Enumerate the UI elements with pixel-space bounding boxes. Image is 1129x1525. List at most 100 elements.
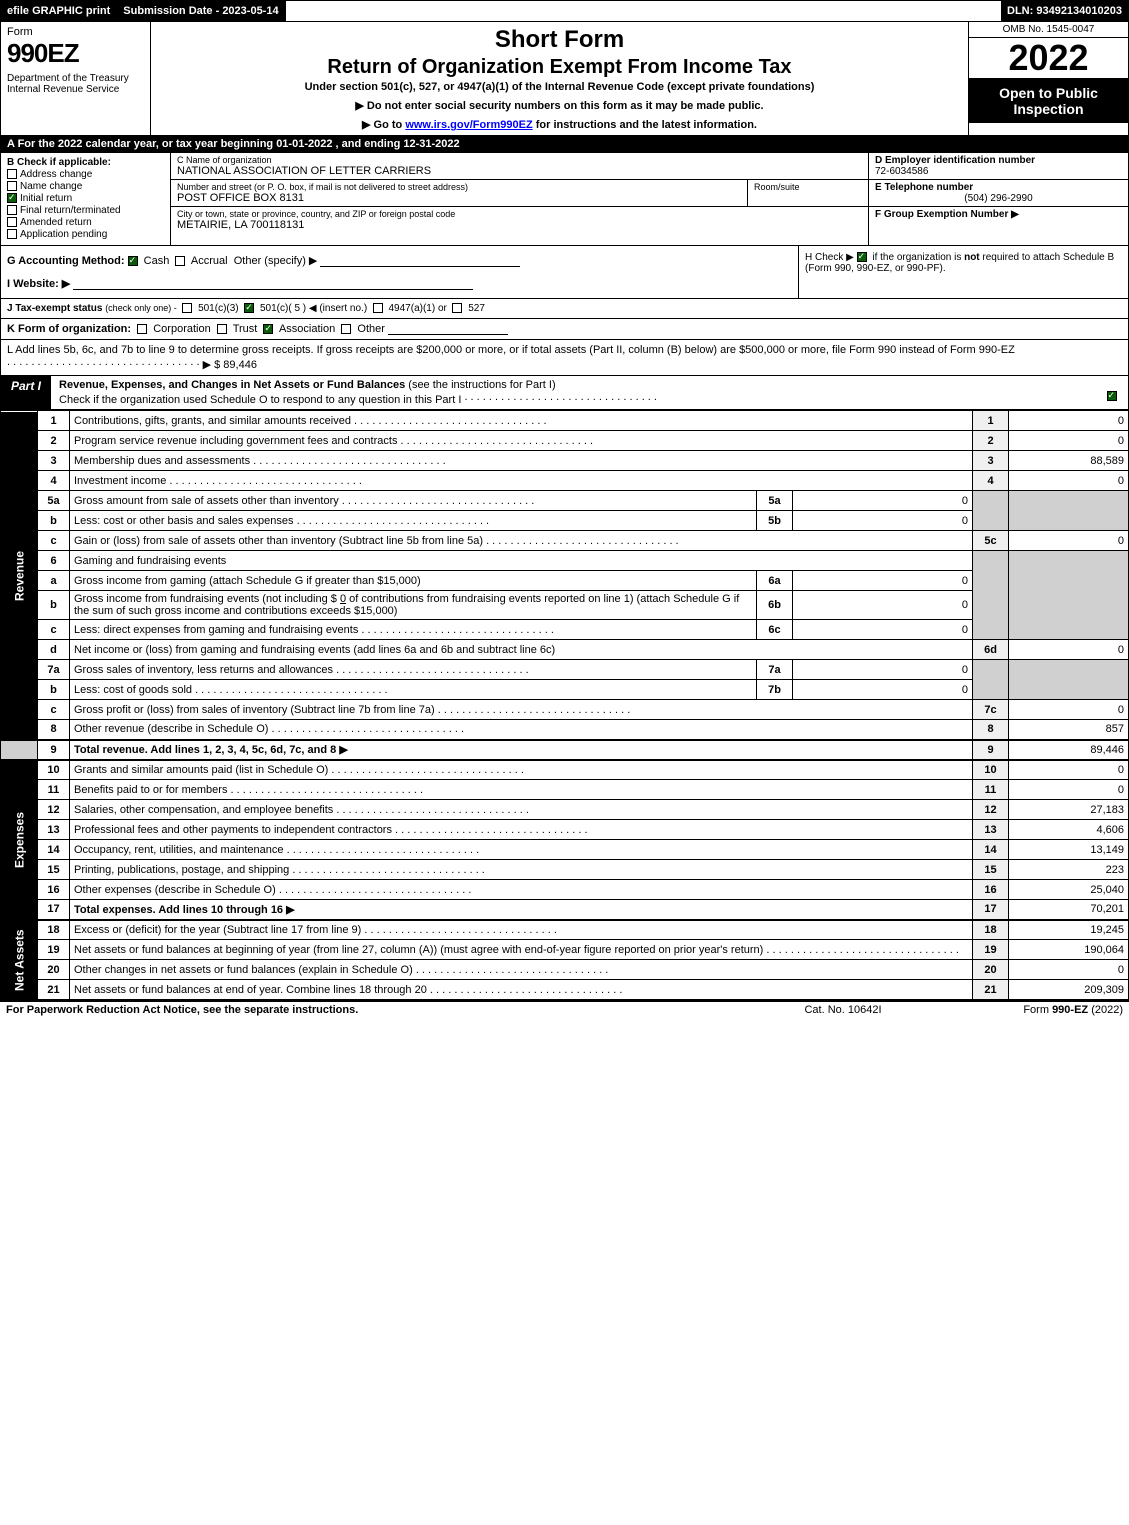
- short-form-title: Short Form: [159, 26, 960, 54]
- line-h: H Check ▶ if the organization is not req…: [798, 246, 1128, 298]
- ein-value: 72-6034586: [875, 166, 1122, 177]
- ein-cell: D Employer identification number 72-6034…: [869, 153, 1128, 180]
- row-6d: d Net income or (loss) from gaming and f…: [1, 640, 1129, 660]
- irs-link[interactable]: www.irs.gov/Form990EZ: [405, 119, 532, 131]
- chk-other-org[interactable]: [341, 324, 351, 334]
- part1-title: Revenue, Expenses, and Changes in Net As…: [51, 376, 1098, 409]
- row-14: 14 Occupancy, rent, utilities, and maint…: [1, 840, 1129, 860]
- g-label: G Accounting Method:: [7, 255, 125, 267]
- city-cell: City or town, state or province, country…: [171, 207, 868, 233]
- row-9: 9 Total revenue. Add lines 1, 2, 3, 4, 5…: [1, 740, 1129, 760]
- chk-accrual[interactable]: [175, 256, 185, 266]
- row-5a: 5a Gross amount from sale of assets othe…: [1, 491, 1129, 511]
- row-17: 17 Total expenses. Add lines 10 through …: [1, 900, 1129, 920]
- row-2: 2 Program service revenue including gove…: [1, 431, 1129, 451]
- checkbox-icon: [7, 205, 17, 215]
- chk-association[interactable]: [263, 324, 273, 334]
- row-5c: c Gain or (loss) from sale of assets oth…: [1, 531, 1129, 551]
- room-label: Room/suite: [754, 182, 862, 192]
- chk-initial-return[interactable]: Initial return: [7, 193, 164, 204]
- row-6c: c Less: direct expenses from gaming and …: [1, 620, 1129, 640]
- header-left: Form 990EZ Department of the Treasury In…: [1, 22, 151, 135]
- checkbox-checked-icon: [7, 193, 17, 203]
- row-18: Net Assets 18 Excess or (deficit) for th…: [1, 920, 1129, 940]
- chk-trust[interactable]: [217, 324, 227, 334]
- gh-row: G Accounting Method: Cash Accrual Other …: [0, 246, 1129, 299]
- row-5b: b Less: cost or other basis and sales ex…: [1, 511, 1129, 531]
- chk-cash[interactable]: [128, 256, 138, 266]
- row-13: 13 Professional fees and other payments …: [1, 820, 1129, 840]
- row-21: 21 Net assets or fund balances at end of…: [1, 980, 1129, 1000]
- side-label-expenses: Expenses: [1, 760, 38, 920]
- form-header: Form 990EZ Department of the Treasury In…: [0, 22, 1129, 136]
- g-other-label: Other (specify) ▶: [234, 255, 318, 267]
- chk-amended-return[interactable]: Amended return: [7, 217, 164, 228]
- chk-501c[interactable]: [244, 303, 254, 313]
- l-text: L Add lines 5b, 6c, and 7b to line 9 to …: [7, 344, 1015, 356]
- city-label: City or town, state or province, country…: [177, 209, 862, 219]
- col-c: C Name of organization NATIONAL ASSOCIAT…: [171, 153, 868, 245]
- dots-icon: [7, 356, 200, 368]
- other-org-input[interactable]: [388, 323, 508, 335]
- open-public-badge: Open to Public Inspection: [969, 78, 1128, 123]
- chk-corporation[interactable]: [137, 324, 147, 334]
- form-word: Form: [7, 26, 144, 38]
- checkbox-icon: [7, 169, 17, 179]
- row-12: 12 Salaries, other compensation, and emp…: [1, 800, 1129, 820]
- row-7a: 7a Gross sales of inventory, less return…: [1, 660, 1129, 680]
- part1-checkbox-cell: [1098, 376, 1128, 409]
- side-label-revenue: Revenue: [1, 411, 38, 740]
- chk-4947[interactable]: [373, 303, 383, 313]
- row-7b: b Less: cost of goods sold 7b 0: [1, 680, 1129, 700]
- chk-schedule-b-not-required[interactable]: [857, 252, 867, 262]
- chk-527[interactable]: [452, 303, 462, 313]
- footer-right: Form 990-EZ (2022): [943, 1004, 1123, 1016]
- website-input[interactable]: [73, 278, 473, 290]
- row-1: Revenue 1 Contributions, gifts, grants, …: [1, 411, 1129, 431]
- footer-center: Cat. No. 10642I: [743, 1004, 943, 1016]
- header-right: OMB No. 1545-0047 2022 Open to Public In…: [968, 22, 1128, 135]
- return-title: Return of Organization Exempt From Incom…: [159, 56, 960, 79]
- row-16: 16 Other expenses (describe in Schedule …: [1, 880, 1129, 900]
- instr-goto-pre: ▶ Go to: [362, 119, 405, 131]
- group-exemption-label: F Group Exemption Number ▶: [875, 209, 1019, 220]
- chk-name-change[interactable]: Name change: [7, 181, 164, 192]
- org-name-value: NATIONAL ASSOCIATION OF LETTER CARRIERS: [177, 165, 862, 177]
- group-exemption-cell: F Group Exemption Number ▶: [869, 207, 1128, 222]
- side-label-net-assets: Net Assets: [1, 920, 38, 1000]
- line-j: J Tax-exempt status (check only one) - 5…: [0, 299, 1129, 319]
- chk-application-pending[interactable]: Application pending: [7, 229, 164, 240]
- row-4: 4 Investment income 4 0: [1, 471, 1129, 491]
- street-cell: Number and street (or P. O. box, if mail…: [171, 180, 748, 206]
- street-row: Number and street (or P. O. box, if mail…: [171, 180, 868, 207]
- j-label: J Tax-exempt status: [7, 303, 102, 314]
- phone-cell: E Telephone number (504) 296-2990: [869, 180, 1128, 207]
- phone-label: E Telephone number: [875, 182, 1122, 193]
- row-15: 15 Printing, publications, postage, and …: [1, 860, 1129, 880]
- page-footer: For Paperwork Reduction Act Notice, see …: [0, 1000, 1129, 1018]
- checkbox-icon: [7, 181, 17, 191]
- part1-header: Part I Revenue, Expenses, and Changes in…: [0, 376, 1129, 410]
- info-block: B Check if applicable: Address change Na…: [0, 153, 1129, 246]
- row-3: 3 Membership dues and assessments 3 88,5…: [1, 451, 1129, 471]
- chk-schedule-o-used[interactable]: [1107, 391, 1117, 401]
- checkbox-icon: [7, 217, 17, 227]
- street-label: Number and street (or P. O. box, if mail…: [177, 182, 741, 192]
- org-name-cell: C Name of organization NATIONAL ASSOCIAT…: [171, 153, 868, 180]
- lines-table: Revenue 1 Contributions, gifts, grants, …: [0, 410, 1129, 1000]
- row-8: 8 Other revenue (describe in Schedule O)…: [1, 720, 1129, 740]
- chk-address-change[interactable]: Address change: [7, 169, 164, 180]
- org-name-label: C Name of organization: [177, 155, 862, 165]
- instr-no-ssn: ▶ Do not enter social security numbers o…: [159, 99, 960, 112]
- instr-goto: ▶ Go to www.irs.gov/Form990EZ for instru…: [159, 118, 960, 131]
- submission-date: Submission Date - 2023-05-14: [117, 1, 285, 21]
- omb-number: OMB No. 1545-0047: [969, 22, 1128, 38]
- checkbox-icon: [7, 229, 17, 239]
- row-11: 11 Benefits paid to or for members 11 0: [1, 780, 1129, 800]
- row-6b: b Gross income from fundraising events (…: [1, 591, 1129, 620]
- g-other-input[interactable]: [320, 255, 520, 267]
- chk-final-return[interactable]: Final return/terminated: [7, 205, 164, 216]
- line-l: L Add lines 5b, 6c, and 7b to line 9 to …: [0, 340, 1129, 376]
- chk-501c3[interactable]: [182, 303, 192, 313]
- col-b-title: B Check if applicable:: [7, 157, 164, 168]
